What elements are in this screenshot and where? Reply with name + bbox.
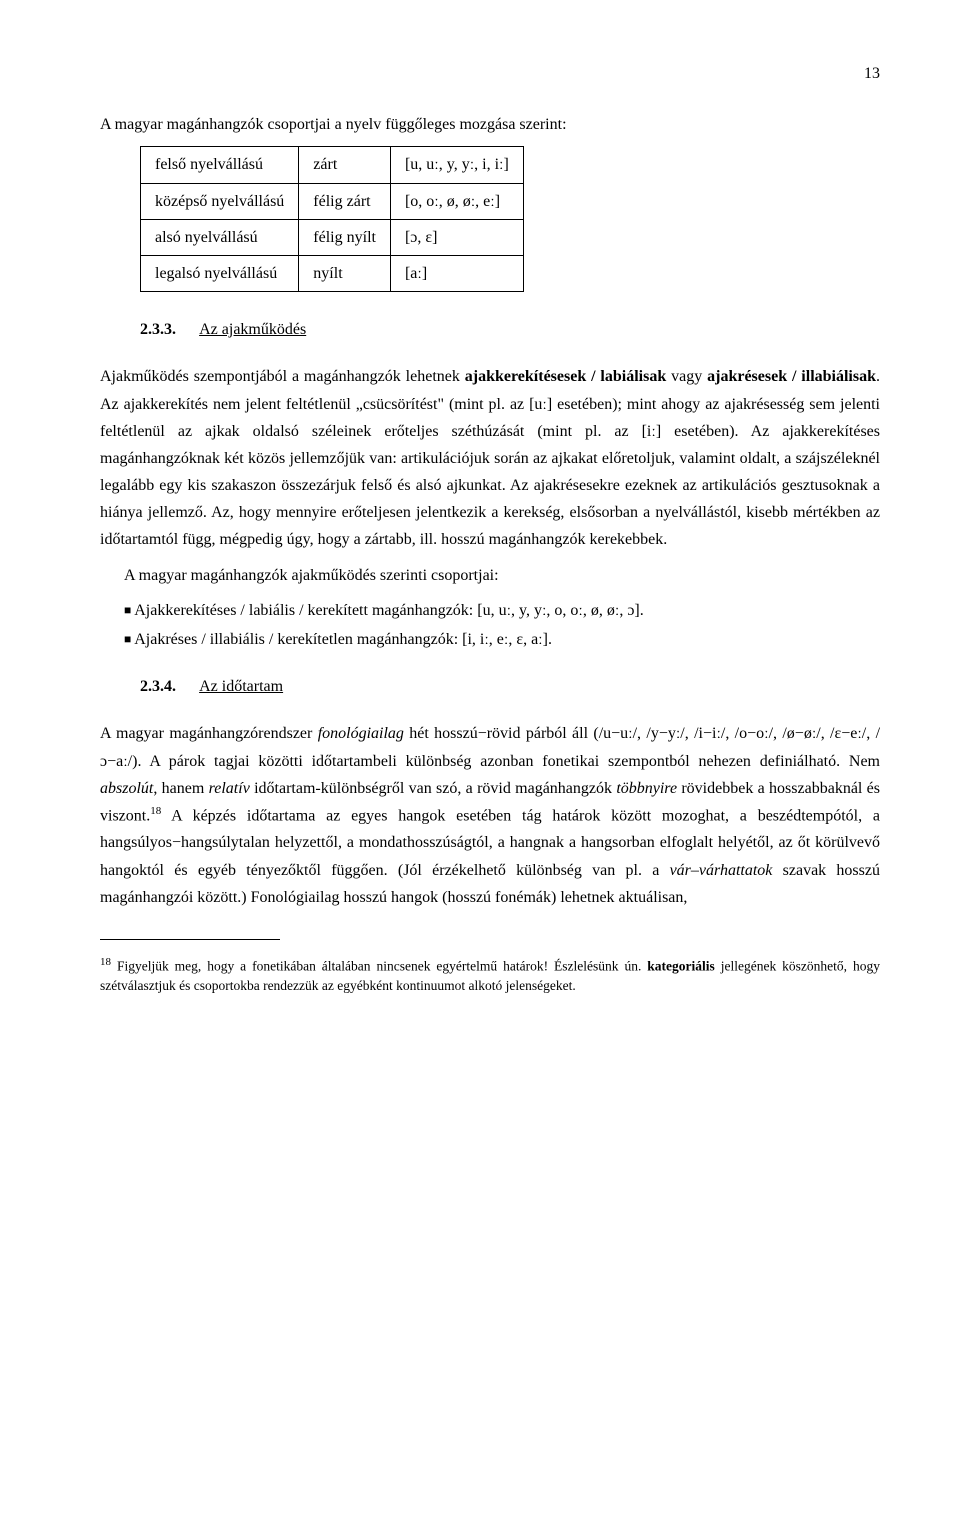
para-233: Ajakműködés szempontjából a magánhangzók…	[100, 363, 880, 553]
para-234: A magyar magánhangzórendszer fonológiail…	[100, 720, 880, 911]
table-cell: zárt	[299, 147, 391, 183]
table-cell: felső nyelvállású	[141, 147, 299, 183]
italic-text: relatív	[209, 780, 250, 797]
table-cell: [u, uː, y, yː, i, iː]	[390, 147, 523, 183]
table-row: legalsó nyelvállású nyílt [aː]	[141, 255, 524, 291]
section-number: 2.3.4.	[140, 678, 176, 695]
list-item: Ajakréses / illabiális / kerekítetlen ma…	[124, 626, 880, 653]
table-row: alsó nyelvállású félig nyílt [ɔ, ɛ]	[141, 219, 524, 255]
text: vagy	[666, 368, 707, 385]
text: Ajakműködés szempontjából a magánhangzók…	[100, 368, 465, 385]
text: Figyeljük meg, hogy a fonetikában általá…	[111, 958, 647, 973]
table-cell: félig zárt	[299, 183, 391, 219]
page-number: 13	[100, 60, 880, 87]
text: A magyar magánhangzórendszer	[100, 725, 318, 742]
footnote-number: 18	[100, 956, 111, 968]
table-row: felső nyelvállású zárt [u, uː, y, yː, i,…	[141, 147, 524, 183]
para-233-list-intro: A magyar magánhangzók ajakműködés szerin…	[100, 562, 880, 589]
table-cell: [o, oː, ø, øː, eː]	[390, 183, 523, 219]
table-cell: legalsó nyelvállású	[141, 255, 299, 291]
italic-text: vár–várhattatok	[670, 862, 773, 879]
text: . Az ajakkerekítés nem jelent feltétlenü…	[100, 368, 880, 548]
section-heading-234: 2.3.4. Az időtartam	[140, 673, 880, 700]
table-row: középső nyelvállású félig zárt [o, oː, ø…	[141, 183, 524, 219]
section-title: Az időtartam	[199, 678, 283, 695]
table-cell: nyílt	[299, 255, 391, 291]
section-title: Az ajakműködés	[199, 321, 306, 338]
table-cell: [aː]	[390, 255, 523, 291]
intro-text: A magyar magánhangzók csoportjai a nyelv…	[100, 111, 880, 138]
table-cell: félig nyílt	[299, 219, 391, 255]
footnote: 18 Figyeljük meg, hogy a fonetikában ált…	[100, 954, 880, 997]
vowel-table: felső nyelvállású zárt [u, uː, y, yː, i,…	[140, 146, 524, 292]
section-number: 2.3.3.	[140, 321, 176, 338]
section-heading-233: 2.3.3. Az ajakműködés	[140, 316, 880, 343]
table-cell: középső nyelvállású	[141, 183, 299, 219]
bold-text: kategoriális	[647, 958, 715, 973]
text: időtartam-különbségről van szó, a rövid …	[250, 780, 617, 797]
italic-text: abszolút	[100, 780, 153, 797]
italic-text: fonológiailag	[318, 725, 404, 742]
bold-text: ajakkerekítésesek / labiálisak	[465, 368, 666, 385]
list-item: Ajakkerekítéses / labiális / kerekített …	[124, 597, 880, 624]
italic-text: többnyire	[616, 780, 677, 797]
text: , hanem	[153, 780, 208, 797]
footnote-separator	[100, 939, 280, 940]
footnote-ref: 18	[150, 805, 161, 817]
table-cell: alsó nyelvállású	[141, 219, 299, 255]
bold-text: ajakrésesek / illabiálisak	[707, 368, 876, 385]
bullet-list: Ajakkerekítéses / labiális / kerekített …	[124, 597, 880, 653]
table-cell: [ɔ, ɛ]	[390, 219, 523, 255]
